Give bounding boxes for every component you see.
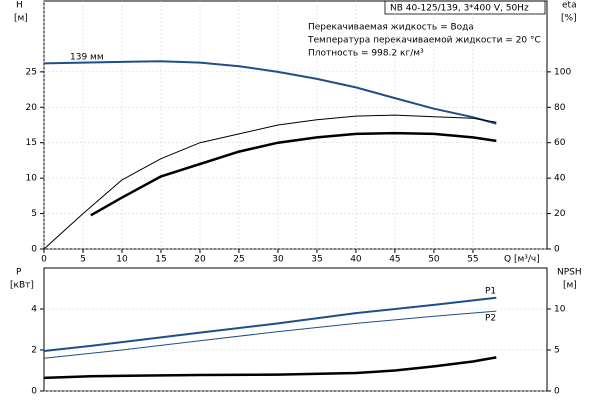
series-label: P1	[485, 287, 496, 297]
x-tick-label: 45	[389, 255, 400, 265]
y2-axis-unit: [м]	[563, 281, 577, 291]
y-axis-unit: [м]	[14, 14, 28, 24]
y2-tick-label: 10	[554, 305, 566, 315]
y2-tick-label: 60	[554, 138, 566, 148]
y-tick-label: 20	[26, 103, 38, 113]
y-tick-label: 15	[26, 138, 37, 148]
x-tick-label: 30	[272, 255, 284, 265]
y-axis-unit: [кВт]	[10, 281, 34, 291]
x-tick-label: 20	[194, 255, 206, 265]
annotation: Перекачиваемая жидкость = Вода	[308, 23, 474, 33]
y-tick-label: 0	[31, 387, 37, 397]
curve	[43, 296, 497, 352]
y2-axis-label: eta	[562, 1, 577, 11]
curve	[43, 60, 497, 125]
y-axis-label: H	[16, 1, 23, 11]
x-tick-label: 0	[41, 255, 47, 265]
x-tick-label: 5	[80, 255, 86, 265]
x-tick-label: 15	[155, 255, 166, 265]
y2-tick-label: 100	[554, 67, 571, 77]
y2-tick-label: 5	[554, 346, 560, 356]
y-tick-label: 10	[26, 174, 38, 184]
y-tick-label: 4	[31, 305, 37, 315]
y2-tick-label: 0	[554, 387, 560, 397]
y2-tick-label: 20	[554, 209, 566, 219]
curve	[90, 131, 497, 217]
curve	[43, 114, 497, 250]
curve	[43, 356, 497, 380]
x-axis-label: Q [м³/ч]	[504, 255, 540, 265]
y2-tick-label: 40	[554, 174, 566, 184]
x-tick-label: 10	[116, 255, 128, 265]
plot-frame	[43, 267, 548, 392]
chart-title: NB 40-125/139, 3*400 V, 50Hz	[390, 4, 529, 14]
y-axis-label: P	[16, 268, 22, 278]
x-tick-label: 25	[233, 255, 244, 265]
series-label: 139 мм	[70, 53, 104, 63]
y2-tick-label: 0	[554, 245, 560, 255]
x-tick-label: 40	[350, 255, 362, 265]
x-tick-label: 50	[428, 255, 440, 265]
y-tick-label: 5	[31, 209, 37, 219]
y-tick-label: 0	[31, 245, 37, 255]
x-tick-label: 55	[467, 255, 478, 265]
curve	[43, 310, 497, 359]
y-tick-label: 2	[31, 346, 37, 356]
annotation: Плотность = 998.2 кг/м³	[308, 49, 424, 59]
series-label: P2	[485, 314, 496, 324]
y2-tick-label: 80	[554, 103, 566, 113]
y2-axis-label: NPSH	[557, 268, 582, 278]
x-tick-label: 35	[311, 255, 322, 265]
y2-axis-unit: [%]	[561, 14, 577, 24]
y-tick-label: 25	[26, 67, 37, 77]
annotation: Температура перекачиваемой жидкости = 20…	[307, 36, 541, 46]
